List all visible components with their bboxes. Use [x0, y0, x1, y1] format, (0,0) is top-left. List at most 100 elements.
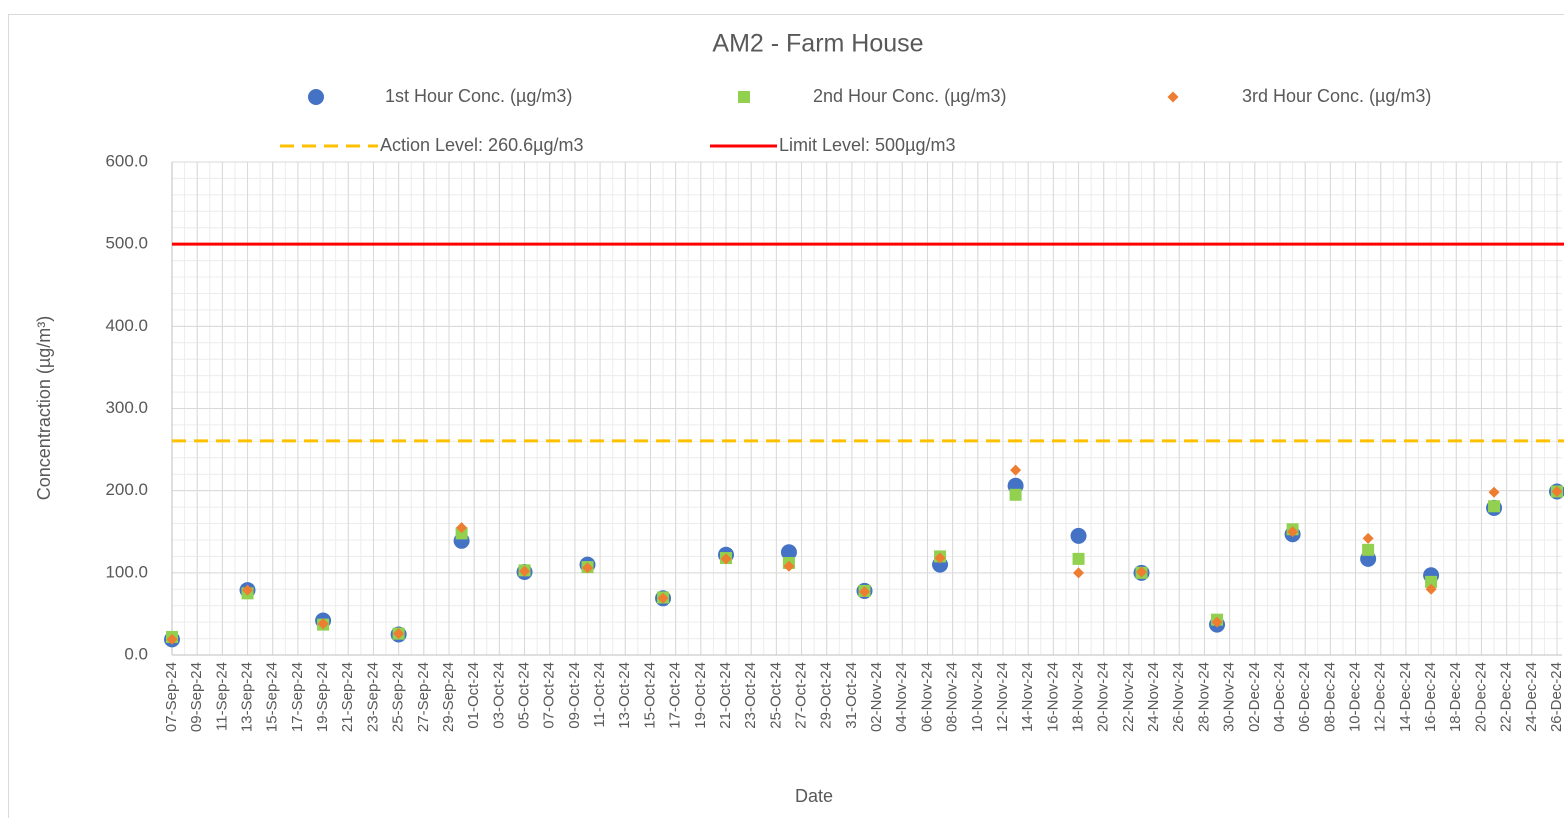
x-tick-label: 23-Oct-24: [742, 662, 759, 729]
x-axis-label: Date: [795, 786, 833, 806]
legend-label: 2nd Hour Conc. (µg/m3): [813, 86, 1006, 106]
point: [1136, 566, 1147, 578]
x-tick-label: 08-Nov-24: [944, 662, 961, 732]
x-tick-label: 18-Nov-24: [1070, 662, 1087, 732]
x-tick-label: 25-Sep-24: [390, 662, 407, 732]
x-tick-label: 03-Oct-24: [490, 662, 507, 729]
x-tick-label: 11-Sep-24: [213, 662, 230, 731]
x-tick-label: 22-Dec-24: [1498, 662, 1515, 732]
point: [166, 633, 178, 645]
y-tick-label: 500.0: [105, 234, 148, 253]
x-tick-label: 10-Nov-24: [969, 662, 986, 732]
point: [455, 527, 468, 540]
y-tick-label: 600.0: [105, 151, 148, 170]
x-tick-label: 14-Nov-24: [1019, 662, 1036, 732]
x-tick-label: 04-Dec-24: [1271, 662, 1288, 732]
x-tick-label: 17-Oct-24: [667, 662, 684, 729]
y-tick-label: 300.0: [105, 398, 148, 417]
x-tick-label: 01-Oct-24: [465, 662, 482, 729]
point: [1362, 543, 1375, 556]
x-tick-label: 24-Dec-24: [1523, 662, 1540, 732]
x-tick-label: 09-Oct-24: [566, 662, 583, 729]
x-tick-label: 04-Nov-24: [893, 662, 910, 732]
y-tick-label: 100.0: [105, 562, 148, 581]
x-tick-label: 29-Oct-24: [818, 662, 835, 729]
x-tick-label: 24-Nov-24: [1145, 662, 1162, 732]
point: [1425, 575, 1438, 588]
x-tick-label: 06-Dec-24: [1296, 662, 1313, 732]
point: [783, 560, 795, 572]
point: [1070, 527, 1087, 544]
x-tick-label: 27-Oct-24: [793, 662, 810, 729]
x-tick-label: 02-Dec-24: [1246, 662, 1263, 732]
legend-marker: [738, 91, 750, 103]
x-tick-label: 17-Sep-24: [289, 662, 306, 732]
chart-title: AM2 - Farm House: [712, 30, 923, 58]
x-tick-label: 25-Oct-24: [767, 662, 784, 729]
point: [1551, 485, 1563, 497]
y-axis-label: Concentraction (µg/m³): [34, 316, 54, 500]
x-tick-label: 09-Sep-24: [188, 662, 205, 732]
point: [519, 565, 531, 577]
x-tick-label: 13-Oct-24: [616, 662, 633, 729]
x-tick-label: 20-Nov-24: [1095, 662, 1112, 732]
x-tick-label: 05-Oct-24: [516, 662, 533, 729]
point: [1072, 552, 1085, 565]
x-tick-label: 14-Dec-24: [1397, 662, 1414, 732]
y-tick-label: 200.0: [105, 480, 148, 499]
legend-label: 1st Hour Conc. (µg/m3): [385, 86, 572, 106]
x-tick-label: 26-Dec-24: [1548, 662, 1564, 732]
x-tick-label: 07-Sep-24: [163, 662, 180, 732]
x-tick-label: 21-Oct-24: [717, 662, 734, 729]
legend-label: Limit Level: 500µg/m3: [779, 135, 955, 155]
point: [720, 553, 732, 565]
point: [456, 522, 468, 534]
x-tick-label: 19-Sep-24: [314, 662, 331, 732]
point: [1362, 532, 1374, 544]
point: [859, 586, 870, 598]
x-tick-label: 11-Oct-24: [591, 662, 608, 728]
point: [317, 618, 329, 630]
x-tick-label: 19-Oct-24: [692, 662, 709, 729]
x-tick-label: 30-Nov-24: [1221, 662, 1238, 732]
x-tick-label: 28-Nov-24: [1195, 662, 1212, 732]
x-tick-label: 10-Dec-24: [1347, 662, 1364, 732]
x-tick-label: 31-Oct-24: [843, 662, 860, 729]
x-tick-label: 22-Nov-24: [1120, 662, 1137, 732]
x-tick-label: 18-Dec-24: [1447, 662, 1464, 732]
legend-marker: [308, 89, 324, 105]
point: [780, 544, 797, 561]
legend-label: 3rd Hour Conc. (µg/m3): [1242, 86, 1431, 106]
x-tick-label: 15-Oct-24: [641, 662, 658, 729]
point: [657, 592, 669, 604]
x-tick-label: 06-Nov-24: [918, 662, 935, 732]
point: [1010, 464, 1022, 476]
x-tick-label: 16-Dec-24: [1422, 662, 1439, 732]
point: [1009, 488, 1022, 501]
x-tick-label: 12-Dec-24: [1372, 662, 1389, 732]
y-tick-label: 400.0: [105, 316, 148, 335]
x-tick-label: 27-Sep-24: [415, 662, 432, 732]
x-tick-label: 02-Nov-24: [868, 662, 885, 732]
point: [1211, 616, 1223, 628]
point: [1488, 500, 1501, 513]
x-tick-label: 21-Sep-24: [339, 662, 356, 732]
point: [1488, 486, 1500, 498]
x-tick-label: 23-Sep-24: [364, 662, 381, 732]
legend-label: Action Level: 260.6µg/m3: [380, 135, 584, 155]
point: [393, 628, 405, 640]
legend-marker: [1167, 91, 1179, 103]
point: [1073, 567, 1085, 579]
x-tick-label: 16-Nov-24: [1044, 662, 1061, 732]
x-tick-label: 12-Nov-24: [994, 662, 1011, 732]
x-tick-label: 07-Oct-24: [541, 662, 558, 729]
x-tick-label: 15-Sep-24: [264, 662, 281, 732]
x-tick-label: 08-Dec-24: [1321, 662, 1338, 732]
point: [582, 562, 593, 574]
x-tick-label: 20-Dec-24: [1472, 662, 1489, 732]
x-tick-label: 13-Sep-24: [239, 662, 256, 732]
point: [1425, 583, 1437, 595]
point: [934, 552, 946, 564]
